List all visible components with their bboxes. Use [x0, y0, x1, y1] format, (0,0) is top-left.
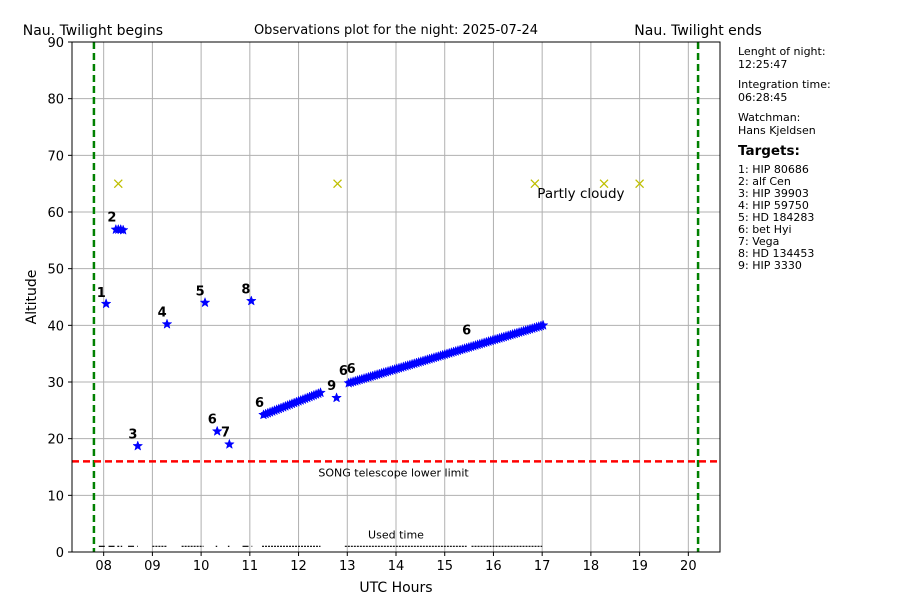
- point-label: 6: [347, 362, 356, 377]
- y-tick-label: 10: [47, 489, 64, 504]
- targets-title: Targets:: [738, 143, 800, 159]
- y-tick-label: 80: [47, 93, 64, 108]
- y-tick-label: 40: [47, 319, 64, 334]
- y-tick-label: 20: [47, 433, 64, 448]
- x-tick-label: 12: [290, 559, 307, 574]
- target-item: 3: HIP 39903: [738, 186, 809, 200]
- point-label: 5: [196, 284, 205, 299]
- integration-time-label: Integration time:: [738, 78, 831, 91]
- observation-point: [132, 440, 144, 451]
- target-item: 5: HD 184283: [738, 210, 815, 224]
- x-tick-label: 20: [680, 559, 697, 574]
- observation-point: [117, 224, 129, 235]
- weather-marker: [333, 179, 342, 189]
- point-label: 9: [327, 379, 336, 394]
- x-tick-label: 09: [144, 559, 161, 574]
- observation-point: [161, 318, 173, 329]
- observation-point: [331, 392, 342, 403]
- targets-list: 1: HIP 80686 2: alf Cen 3: HIP 39903 4: …: [738, 162, 831, 272]
- watchman-label: Watchman:: [738, 111, 801, 124]
- night-length-label: Lenght of night:: [738, 45, 826, 58]
- x-tick-label: 14: [388, 559, 405, 574]
- target-item: 7: Vega: [738, 234, 780, 248]
- y-tick-label: 90: [47, 36, 64, 51]
- point-label: 6: [255, 396, 264, 411]
- night-info-panel: Lenght of night: 12:25:47 Integration ti…: [738, 45, 831, 272]
- watchman-value: Hans Kjeldsen: [738, 123, 816, 137]
- observation-point: [199, 296, 211, 308]
- y-tick-label: 0: [56, 546, 64, 561]
- target-item: 8: HD 134453: [738, 246, 815, 260]
- observation-point: [100, 298, 112, 309]
- x-tick-label: 19: [631, 559, 648, 574]
- y-tick-label: 60: [47, 206, 64, 221]
- point-label: 8: [241, 283, 250, 298]
- weather-marker: [530, 179, 540, 189]
- lower-limit-label: SONG telescope lower limit: [318, 466, 469, 479]
- point-label: 7: [221, 425, 230, 440]
- twilight-end-label: Nau. Twilight ends: [634, 23, 762, 39]
- plot-layer: [72, 42, 720, 552]
- point-label: 6: [208, 412, 217, 427]
- x-axis-label: UTC Hours: [359, 580, 432, 596]
- point-label: 1: [97, 286, 106, 301]
- x-tick-label: 18: [583, 559, 600, 574]
- weather-label: Partly cloudy: [537, 186, 624, 202]
- integration-time-value: 06:28:45: [738, 90, 788, 104]
- used-time-label: Used time: [368, 528, 424, 541]
- x-tick-label: 15: [436, 559, 453, 574]
- night-length-value: 12:25:47: [738, 57, 788, 71]
- observation-point: [537, 319, 549, 330]
- y-tick-label: 50: [47, 263, 64, 278]
- x-tick-label: 16: [485, 559, 502, 574]
- point-label: 2: [107, 211, 116, 226]
- point-label: 3: [128, 428, 137, 443]
- target-item: 2: alf Cen: [738, 174, 791, 188]
- observation-point: [211, 425, 223, 436]
- x-tick-label: 10: [193, 559, 210, 574]
- x-tick-label: 13: [339, 559, 356, 574]
- x-tick-label: 08: [95, 559, 112, 574]
- y-axis-label: Altitude: [24, 270, 40, 325]
- target-item: 9: HIP 3330: [738, 258, 802, 272]
- x-tick-label: 17: [534, 559, 551, 574]
- chart-title: Observations plot for the night: 2025-07…: [254, 23, 538, 38]
- weather-marker: [635, 179, 645, 189]
- target-item: 4: HIP 59750: [738, 198, 809, 212]
- point-label: 4: [158, 305, 167, 320]
- y-tick-label: 30: [47, 376, 64, 391]
- y-tick-label: 70: [47, 149, 64, 164]
- target-item: 1: HIP 80686: [738, 162, 809, 176]
- twilight-begin-label: Nau. Twilight begins: [23, 23, 163, 39]
- observation-point: [223, 438, 235, 449]
- observation-point: [245, 295, 257, 306]
- point-label: 6: [339, 364, 348, 379]
- weather-marker: [113, 179, 123, 189]
- x-tick-label: 11: [242, 559, 259, 574]
- observation-point: [315, 387, 326, 398]
- target-item: 6: bet Hyi: [738, 222, 792, 236]
- point-label: 6: [462, 323, 471, 338]
- weather-marker: [599, 179, 609, 189]
